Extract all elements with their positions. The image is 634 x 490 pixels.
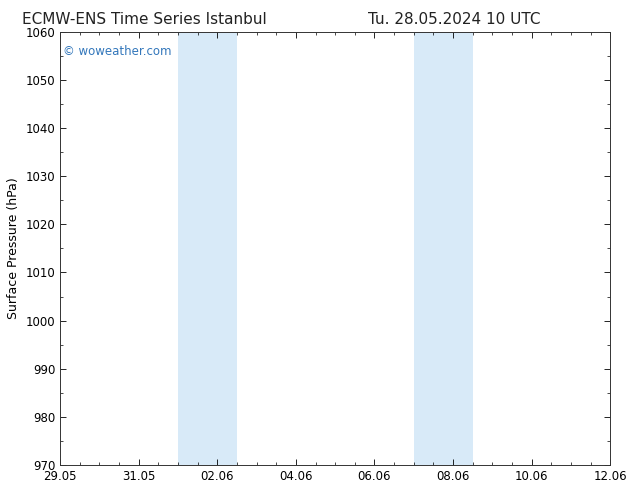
Bar [414, 31, 473, 465]
Text: © woweather.com: © woweather.com [63, 45, 171, 57]
Y-axis label: Surface Pressure (hPa): Surface Pressure (hPa) [7, 177, 20, 319]
Bar [178, 31, 237, 465]
Text: ECMW-ENS Time Series Istanbul: ECMW-ENS Time Series Istanbul [22, 12, 266, 27]
Text: Tu. 28.05.2024 10 UTC: Tu. 28.05.2024 10 UTC [368, 12, 540, 27]
